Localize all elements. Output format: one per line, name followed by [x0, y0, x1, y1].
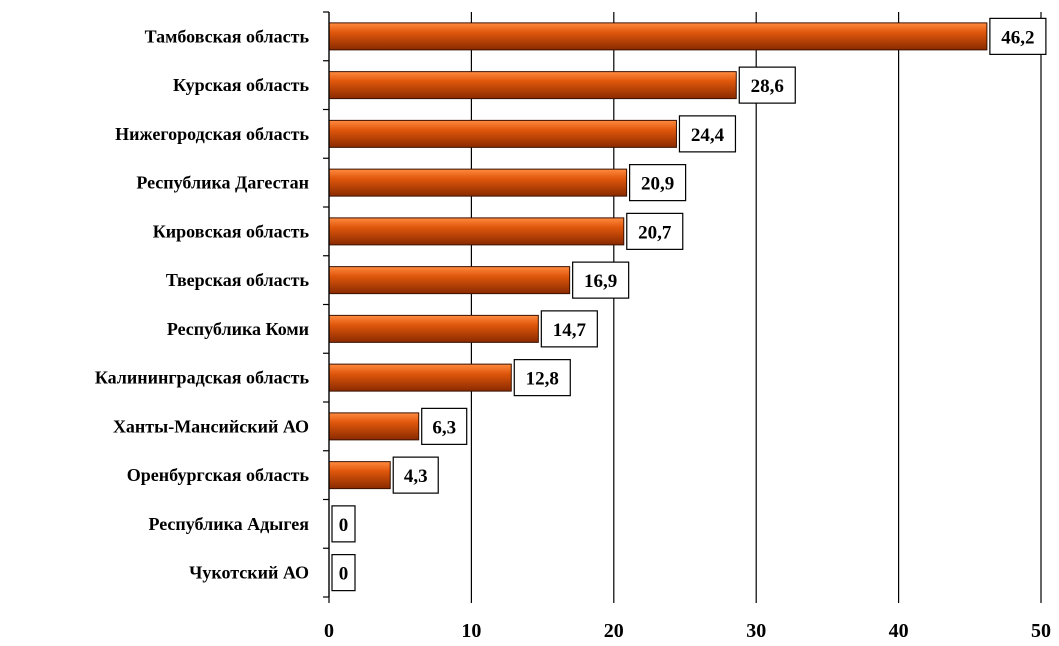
category-label: Тверская область: [166, 270, 310, 290]
category-label: Калининградская область: [95, 368, 310, 388]
bar: [328, 412, 420, 441]
category-label: Чукотский АО: [189, 563, 309, 583]
axes: [323, 11, 1042, 603]
category-label: Республика Адыгея: [148, 514, 309, 534]
data-label-box: [678, 115, 737, 153]
data-label-box: [421, 407, 468, 445]
data-label-box: [738, 66, 796, 104]
data-label-box: [331, 505, 356, 543]
x-tick-label: 10: [461, 620, 481, 641]
data-label-box: [629, 164, 687, 202]
category-label: Республика Коми: [167, 319, 309, 339]
data-label: 14,7: [553, 320, 587, 341]
bar: [328, 119, 677, 148]
x-tick-label: 50: [1031, 620, 1051, 641]
labels: 0 10 20 30 40 50 Тамбовская область 46,2 Курская…: [95, 17, 1051, 642]
data-label: 46,2: [1001, 27, 1034, 48]
x-tick-label: 0: [324, 620, 334, 641]
x-tick-label: 30: [746, 620, 766, 641]
data-label-box: [540, 310, 598, 348]
bar: [328, 71, 737, 100]
bar: [328, 168, 628, 197]
data-label: 20,9: [641, 174, 674, 195]
data-label: 6,3: [432, 417, 456, 438]
data-label: 12,8: [526, 369, 559, 390]
data-label: 24,4: [691, 125, 725, 146]
data-label: 0: [339, 564, 349, 585]
bar: [328, 22, 988, 51]
data-label-box: [989, 17, 1047, 55]
data-label: 4,3: [404, 466, 428, 487]
category-label: Кировская область: [153, 221, 310, 241]
bar: [328, 461, 391, 490]
data-label: 0: [339, 515, 349, 536]
bar: [328, 314, 539, 343]
data-label-box: [392, 456, 439, 494]
x-tick-label: 20: [604, 620, 624, 641]
data-label-box: [626, 212, 684, 250]
category-label: Нижегородская область: [115, 124, 309, 144]
category-label: Республика Дагестан: [136, 173, 309, 193]
data-label: 20,7: [638, 222, 672, 243]
bar: [328, 266, 571, 295]
category-label: Оренбургская область: [127, 465, 310, 485]
data-label: 28,6: [751, 76, 784, 97]
data-label-box: [572, 261, 630, 299]
category-label: Курская область: [173, 75, 309, 95]
data-label-box: [513, 359, 571, 397]
x-tick-label: 40: [889, 620, 909, 641]
data-label: 16,9: [584, 271, 617, 292]
category-label: Ханты-Мансийский АО: [113, 416, 309, 436]
gridlines: [470, 12, 1042, 597]
bar: [328, 363, 512, 392]
data-label-box: [331, 554, 356, 592]
category-label: Тамбовская область: [145, 26, 310, 46]
bar: [328, 217, 625, 246]
